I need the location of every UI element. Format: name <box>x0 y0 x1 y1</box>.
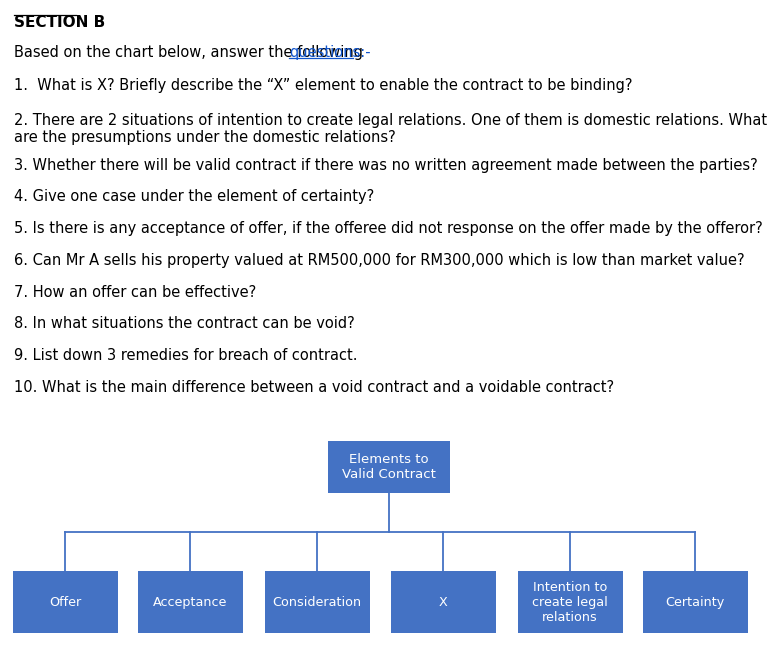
FancyBboxPatch shape <box>138 571 242 633</box>
Text: 9. List down 3 remedies for breach of contract.: 9. List down 3 remedies for breach of co… <box>14 348 357 363</box>
Text: X: X <box>439 596 448 608</box>
FancyBboxPatch shape <box>327 442 450 493</box>
Text: questions:-: questions:- <box>289 45 371 60</box>
FancyBboxPatch shape <box>517 571 622 633</box>
Text: Consideration: Consideration <box>273 596 361 608</box>
FancyBboxPatch shape <box>391 571 496 633</box>
Text: Certainty: Certainty <box>665 596 725 608</box>
FancyBboxPatch shape <box>643 571 747 633</box>
Text: Based on the chart below, answer the following: Based on the chart below, answer the fol… <box>14 45 368 60</box>
Text: 2. There are 2 situations of intention to create legal relations. One of them is: 2. There are 2 situations of intention t… <box>14 113 767 145</box>
Text: Offer: Offer <box>49 596 81 608</box>
FancyBboxPatch shape <box>12 571 117 633</box>
Text: 7. How an offer can be effective?: 7. How an offer can be effective? <box>14 285 256 300</box>
Text: Intention to
create legal
relations: Intention to create legal relations <box>532 581 608 624</box>
Text: 1.  What is X? Briefly describe the “X” element to enable the contract to be bin: 1. What is X? Briefly describe the “X” e… <box>14 78 632 93</box>
Text: 8. In what situations the contract can be void?: 8. In what situations the contract can b… <box>14 316 355 332</box>
Text: 4. Give one case under the element of certainty?: 4. Give one case under the element of ce… <box>14 189 375 205</box>
Text: SECTION B: SECTION B <box>14 15 105 30</box>
Text: 3. Whether there will be valid contract if there was no written agreement made b: 3. Whether there will be valid contract … <box>14 158 758 173</box>
Text: Elements to
Valid Contract: Elements to Valid Contract <box>342 453 435 481</box>
FancyBboxPatch shape <box>264 571 370 633</box>
Text: Acceptance: Acceptance <box>153 596 227 608</box>
Text: 5. Is there is any acceptance of offer, if the offeree did not response on the o: 5. Is there is any acceptance of offer, … <box>14 221 763 236</box>
Text: 10. What is the main difference between a void contract and a voidable contract?: 10. What is the main difference between … <box>14 380 614 395</box>
Text: 6. Can Mr A sells his property valued at RM500,000 for RM300,000 which is low th: 6. Can Mr A sells his property valued at… <box>14 253 744 268</box>
